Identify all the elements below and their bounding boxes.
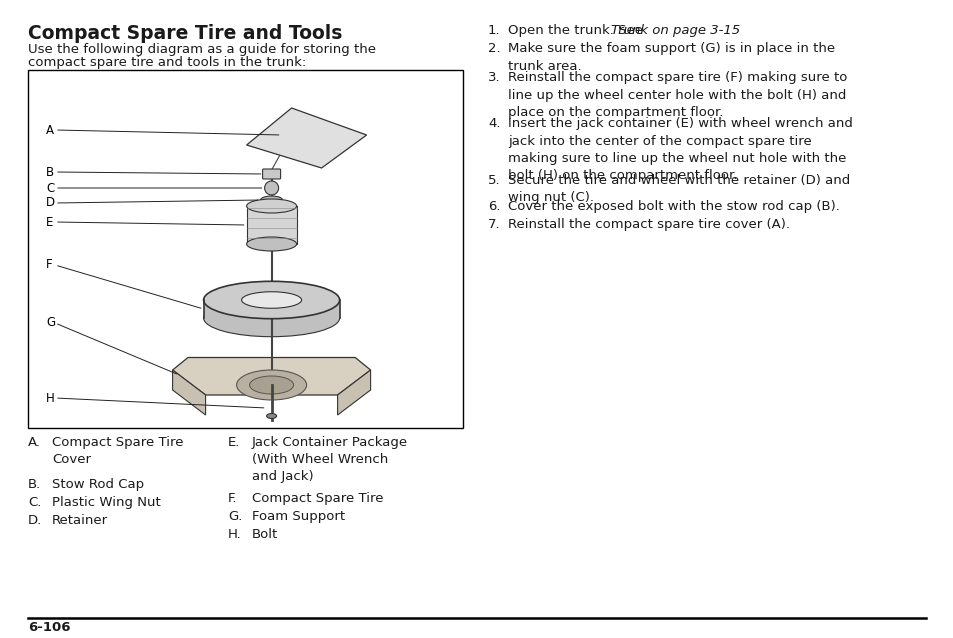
Text: F: F: [46, 258, 52, 272]
Text: H.: H.: [228, 528, 241, 541]
Polygon shape: [172, 370, 206, 415]
Text: E.: E.: [228, 436, 240, 449]
Text: Trunk on page 3-15: Trunk on page 3-15: [610, 24, 740, 37]
Text: compact spare tire and tools in the trunk:: compact spare tire and tools in the trun…: [28, 56, 306, 69]
Text: Use the following diagram as a guide for storing the: Use the following diagram as a guide for…: [28, 43, 375, 56]
Text: C: C: [46, 181, 54, 195]
Ellipse shape: [236, 370, 306, 400]
Text: Stow Rod Cap: Stow Rod Cap: [52, 478, 144, 491]
FancyBboxPatch shape: [262, 169, 280, 179]
Text: A.: A.: [28, 436, 41, 449]
Text: H: H: [46, 392, 54, 404]
Bar: [203, 300, 339, 318]
Bar: [246, 206, 296, 244]
Ellipse shape: [203, 281, 339, 319]
Text: Foam Support: Foam Support: [252, 510, 345, 523]
Text: 2.: 2.: [488, 42, 500, 55]
Text: A: A: [46, 124, 54, 137]
Ellipse shape: [203, 299, 339, 337]
Text: Jack Container Package
(With Wheel Wrench
and Jack): Jack Container Package (With Wheel Wrenc…: [252, 436, 408, 483]
Text: 6.: 6.: [488, 200, 500, 213]
Polygon shape: [337, 370, 370, 415]
Text: 5.: 5.: [488, 174, 500, 187]
Text: 3.: 3.: [488, 71, 500, 84]
Text: Insert the jack container (E) with wheel wrench and
jack into the center of the : Insert the jack container (E) with wheel…: [507, 117, 852, 182]
Text: Cover the exposed bolt with the stow rod cap (B).: Cover the exposed bolt with the stow rod…: [507, 200, 839, 213]
Ellipse shape: [241, 292, 301, 308]
Text: Compact Spare Tire and Tools: Compact Spare Tire and Tools: [28, 24, 342, 43]
Polygon shape: [172, 357, 370, 395]
Text: C.: C.: [28, 496, 41, 509]
Text: Reinstall the compact spare tire cover (A).: Reinstall the compact spare tire cover (…: [507, 218, 789, 231]
Ellipse shape: [250, 376, 294, 394]
Text: F.: F.: [228, 492, 237, 505]
Text: G.: G.: [228, 510, 242, 523]
Polygon shape: [246, 108, 366, 168]
Text: Bolt: Bolt: [252, 528, 278, 541]
Text: B: B: [46, 165, 54, 179]
Text: G: G: [46, 316, 55, 329]
Ellipse shape: [246, 199, 296, 213]
Ellipse shape: [260, 196, 282, 204]
Text: 7.: 7.: [488, 218, 500, 231]
Text: .: .: [701, 24, 705, 37]
Text: Open the trunk. See: Open the trunk. See: [507, 24, 646, 37]
Circle shape: [264, 181, 278, 195]
Text: Reinstall the compact spare tire (F) making sure to
line up the wheel center hol: Reinstall the compact spare tire (F) mak…: [507, 71, 846, 119]
Text: Compact Spare Tire
Cover: Compact Spare Tire Cover: [52, 436, 183, 466]
Bar: [28, 70, 462, 428]
Text: D: D: [46, 197, 55, 209]
Ellipse shape: [266, 413, 276, 419]
Text: E: E: [46, 216, 53, 228]
Text: Secure the tire and wheel with the retainer (D) and
wing nut (C).: Secure the tire and wheel with the retai…: [507, 174, 849, 205]
Text: Compact Spare Tire: Compact Spare Tire: [252, 492, 383, 505]
Text: B.: B.: [28, 478, 41, 491]
Text: 6-106: 6-106: [28, 621, 71, 634]
Text: D.: D.: [28, 514, 42, 527]
Text: Make sure the foam support (G) is in place in the
trunk area.: Make sure the foam support (G) is in pla…: [507, 42, 834, 73]
Text: 1.: 1.: [488, 24, 500, 37]
Ellipse shape: [246, 237, 296, 251]
Text: Retainer: Retainer: [52, 514, 108, 527]
Text: 4.: 4.: [488, 117, 500, 130]
Text: Plastic Wing Nut: Plastic Wing Nut: [52, 496, 161, 509]
